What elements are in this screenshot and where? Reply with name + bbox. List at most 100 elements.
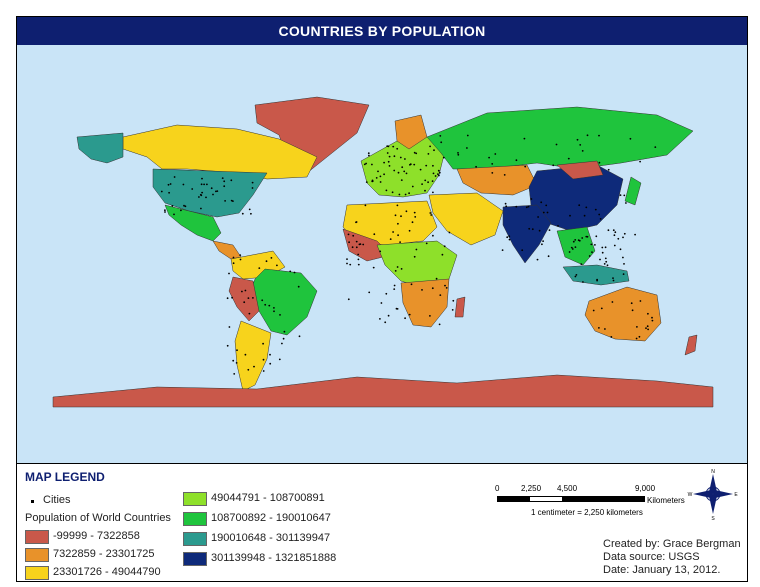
country-indonesia[interactable]	[562, 264, 630, 286]
scale-tick-1: 2,250	[521, 484, 542, 493]
city-point	[347, 298, 350, 301]
city-point	[404, 317, 406, 320]
city-point	[576, 138, 579, 141]
legend-swatch-class-3	[25, 566, 49, 580]
city-point	[384, 321, 387, 324]
city-point	[594, 208, 597, 211]
region-west-africa[interactable]	[342, 228, 392, 262]
legend-class-1-label: -99999 - 7322858	[53, 530, 140, 542]
city-point	[396, 308, 399, 310]
country-brazil[interactable]	[248, 268, 318, 336]
country-canada[interactable]	[122, 124, 318, 180]
city-point	[368, 291, 371, 294]
city-point	[393, 284, 396, 287]
city-point	[403, 170, 406, 173]
country-mongolia[interactable]	[556, 160, 604, 180]
city-point	[399, 241, 401, 244]
city-point	[629, 137, 632, 140]
city-point	[424, 179, 427, 182]
city-point	[297, 285, 300, 288]
region-southeast-asia[interactable]	[556, 226, 596, 266]
city-point	[379, 318, 381, 320]
city-point	[437, 173, 439, 176]
city-point	[410, 283, 413, 286]
city-point	[379, 181, 382, 183]
city-point	[542, 211, 545, 214]
continent-antarctica[interactable]	[52, 374, 714, 408]
city-point	[548, 229, 551, 232]
city-point	[622, 273, 625, 275]
legend-heading: MAP LEGEND	[25, 470, 105, 484]
city-point	[555, 143, 558, 146]
country-india[interactable]	[502, 204, 552, 264]
city-point	[228, 326, 231, 328]
city-point	[631, 309, 634, 312]
city-point	[268, 304, 271, 307]
city-point	[239, 258, 242, 261]
city-point	[393, 169, 396, 172]
city-point	[429, 212, 432, 214]
city-point	[521, 249, 524, 252]
city-point	[365, 181, 368, 184]
city-point	[612, 279, 615, 282]
scale-unit-label: Kilometers	[647, 496, 685, 505]
city-point	[579, 144, 582, 146]
scale-segment-2	[529, 496, 563, 502]
city-point	[355, 240, 358, 243]
city-point	[524, 165, 527, 168]
world-map[interactable]	[17, 45, 747, 464]
country-greenland[interactable]	[254, 96, 370, 174]
city-point	[557, 225, 559, 227]
city-point	[357, 258, 360, 261]
city-point	[182, 183, 185, 186]
city-point	[432, 172, 435, 175]
city-point	[605, 260, 608, 263]
city-point	[387, 160, 390, 163]
region-central-america[interactable]	[212, 240, 242, 260]
country-madagascar[interactable]	[454, 296, 466, 318]
country-peru[interactable]	[228, 276, 260, 322]
region-southern-africa[interactable]	[400, 278, 450, 328]
city-point	[440, 141, 443, 144]
city-point	[437, 169, 440, 172]
region-middle-east[interactable]	[428, 192, 504, 246]
city-point	[405, 172, 408, 175]
city-point	[646, 325, 649, 328]
city-point	[409, 163, 412, 166]
city-point	[599, 218, 602, 220]
city-point	[346, 258, 348, 260]
city-point	[645, 327, 647, 329]
city-point	[622, 256, 624, 259]
country-alaska[interactable]	[76, 132, 124, 164]
city-point	[571, 248, 574, 250]
city-point	[541, 243, 543, 246]
map-layout-frame: COUNTRIES BY POPULATION	[16, 16, 748, 582]
city-point	[581, 150, 584, 152]
scale-tick-3: 9,000	[635, 484, 656, 493]
city-point	[604, 246, 607, 249]
country-new-zealand[interactable]	[684, 334, 698, 356]
city-point	[239, 254, 242, 256]
city-point	[252, 297, 254, 299]
city-point	[466, 147, 468, 149]
city-point	[434, 175, 437, 177]
city-point	[387, 314, 390, 317]
city-point	[408, 192, 410, 195]
region-scandinavia[interactable]	[394, 114, 428, 150]
city-point	[538, 229, 541, 232]
city-point	[173, 213, 175, 216]
country-australia[interactable]	[584, 286, 662, 342]
country-argentina[interactable]	[234, 320, 272, 392]
city-point	[232, 256, 235, 259]
country-kazakhstan[interactable]	[456, 164, 538, 196]
country-japan[interactable]	[624, 176, 642, 206]
country-russia[interactable]	[426, 106, 694, 170]
city-point	[394, 214, 397, 217]
city-point	[247, 368, 250, 371]
country-usa[interactable]	[152, 168, 268, 218]
credits-date: Date: January 13, 2012.	[603, 564, 721, 576]
city-point	[475, 165, 477, 168]
country-mexico[interactable]	[164, 204, 222, 242]
city-point	[413, 151, 416, 154]
city-point	[586, 134, 589, 137]
